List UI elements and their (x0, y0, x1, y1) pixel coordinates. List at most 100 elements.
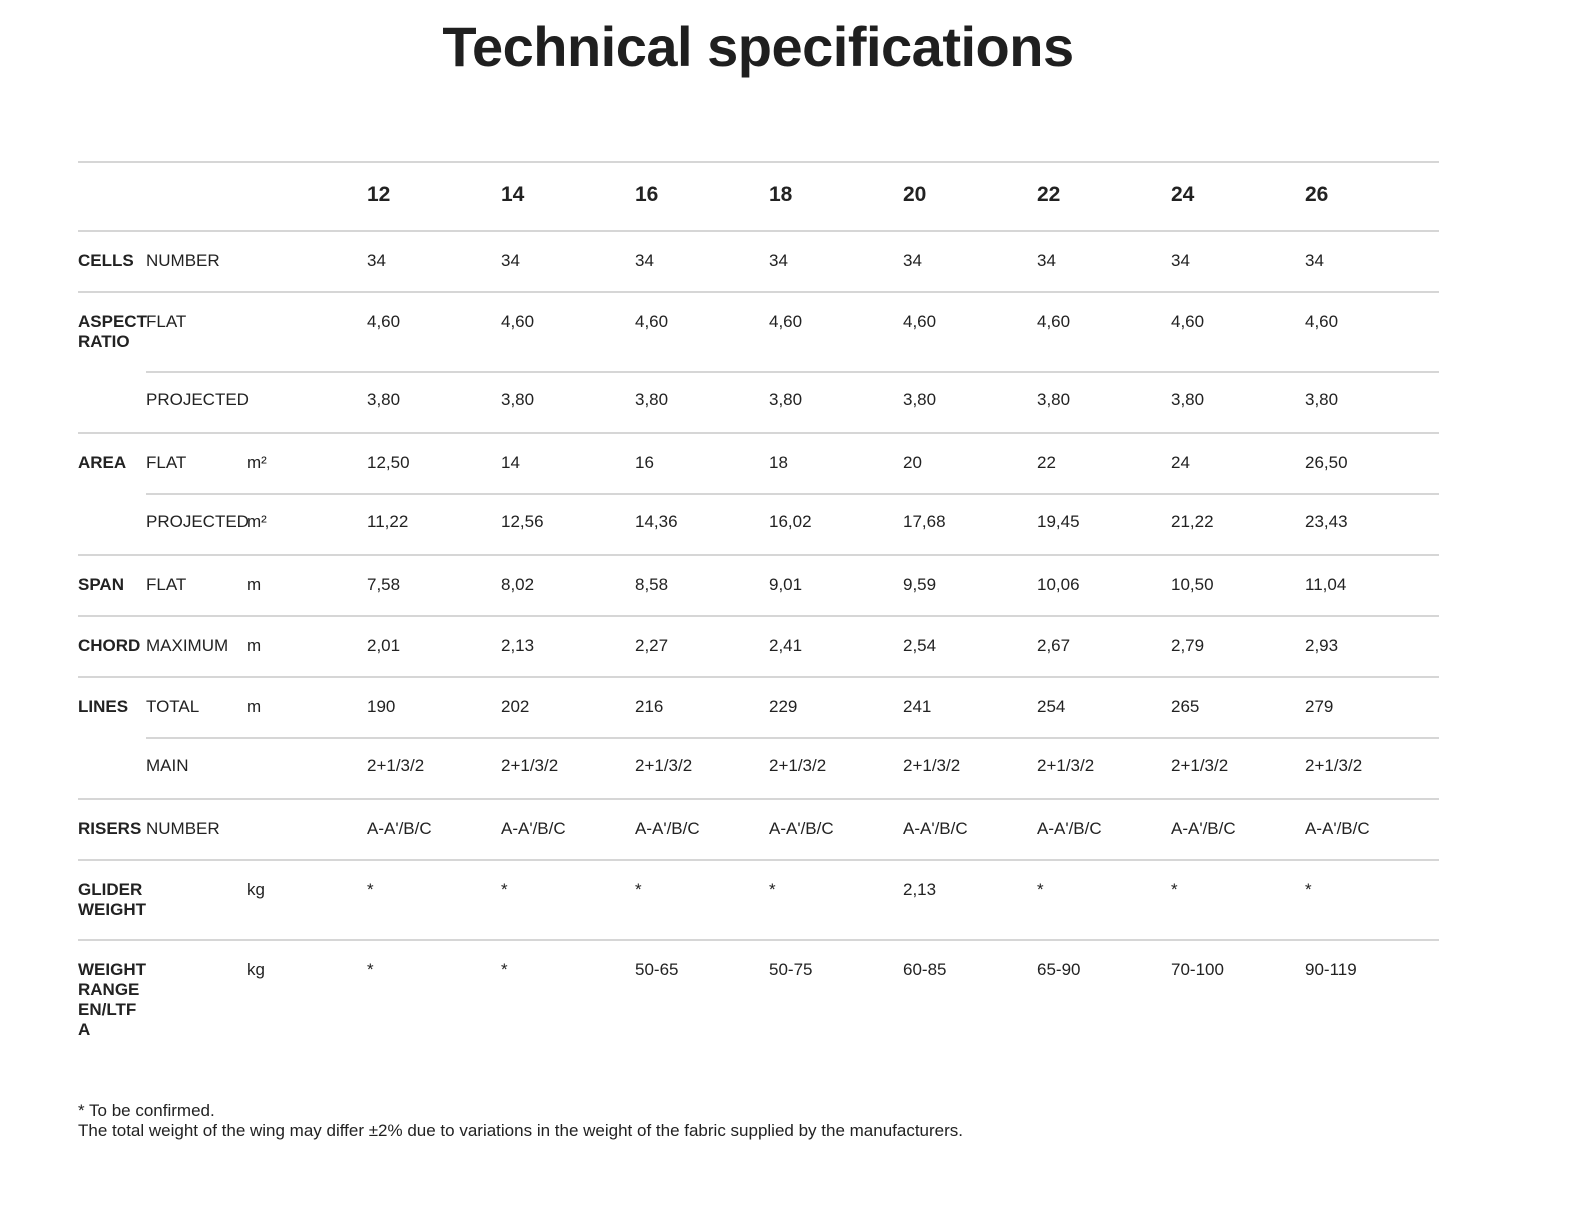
table-cell: A-A'/B/C (1037, 819, 1102, 838)
table-cell: 2+1/3/2 (1037, 756, 1095, 775)
row-sub-label: MAIN (146, 756, 189, 775)
table-cell: 2,93 (1305, 636, 1339, 655)
table-cell: 17,68 (903, 512, 946, 531)
table-cell: 50-65 (635, 960, 679, 979)
header-row: 12 14 16 18 20 22 24 26 (78, 161, 1439, 230)
table-cell: 3,80 (501, 390, 535, 409)
row-group-label: GLIDER WEIGHT (78, 880, 146, 919)
table-cell: 4,60 (1171, 312, 1205, 331)
table-cell: 3,80 (367, 390, 401, 409)
table-cell: 10,50 (1171, 575, 1214, 594)
table-row: CHORD MAXIMUM m 2,01 2,13 2,27 2,41 2,54 2,67 2,7… (78, 615, 1439, 676)
table-cell: 11,22 (367, 512, 409, 531)
table-cell: * (769, 880, 776, 899)
table-cell: 34 (635, 251, 654, 270)
table-cell: 21,22 (1171, 512, 1214, 531)
table-row: AREA FLAT m² 12,50 14 16 18 20 22 24 26,50 (78, 432, 1439, 493)
row-sub-label: PROJECTED (146, 390, 249, 409)
table-row: LINES TOTAL m 190 202 216 229 241 254 265 279 (78, 676, 1439, 737)
table-cell: 70-100 (1171, 960, 1224, 979)
table-cell: 2,13 (501, 636, 535, 655)
table-cell: A-A'/B/C (501, 819, 566, 838)
row-sub-label: MAXIMUM (146, 636, 229, 655)
size-header: 24 (1171, 183, 1195, 206)
table-cell: 11,04 (1305, 575, 1347, 594)
table-cell: 9,59 (903, 575, 937, 594)
table-cell: 2+1/3/2 (501, 756, 559, 775)
table-cell: * (1037, 880, 1044, 899)
table-cell: 229 (769, 697, 798, 716)
table-cell: A-A'/B/C (1171, 819, 1236, 838)
table-row: RISERS NUMBER A-A'/B/C A-A'/B/C A-A'/B/C A-A'… (78, 798, 1439, 859)
table-cell: 90-119 (1305, 960, 1357, 979)
table-cell: 3,80 (903, 390, 937, 409)
table-cell: 34 (367, 251, 386, 270)
table-row: CELLS NUMBER 34 34 34 34 34 34 34 34 (78, 230, 1439, 291)
row-sub-label: FLAT (146, 453, 187, 472)
table-row: WEIGHT RANGE EN/LTF A kg * * 50-65 50-75 60-85… (78, 939, 1439, 1039)
table-cell: 2,13 (903, 880, 937, 899)
table-cell: * (1171, 880, 1178, 899)
table-cell: 2,79 (1171, 636, 1205, 655)
table-row: ASPECT RATIO FLAT 4,60 4,60 4,60 4,60 4,60 4,60… (78, 291, 1439, 371)
table-cell: A-A'/B/C (903, 819, 968, 838)
row-unit: m (247, 636, 262, 655)
table-cell: 2+1/3/2 (903, 756, 961, 775)
table-cell: 24 (1171, 453, 1190, 472)
table-cell: 2,54 (903, 636, 937, 655)
size-header: 20 (903, 183, 927, 206)
table-cell: * (367, 880, 374, 899)
table-cell: 190 (367, 697, 396, 716)
table-cell: 3,80 (1037, 390, 1071, 409)
row-group-label: AREA (78, 453, 127, 472)
table-cell: 12,50 (367, 453, 410, 472)
table-cell: 2+1/3/2 (1305, 756, 1363, 775)
table-cell: 65-90 (1037, 960, 1081, 979)
row-sub-label: FLAT (146, 575, 187, 594)
table-cell: 2,67 (1037, 636, 1071, 655)
table-cell: 8,58 (635, 575, 669, 594)
table-cell: 16,02 (769, 512, 812, 531)
table-cell: 9,01 (769, 575, 803, 594)
table-cell: 3,80 (635, 390, 669, 409)
table-cell: 4,60 (635, 312, 669, 331)
table-cell: 22 (1037, 453, 1056, 472)
table-cell: 16 (635, 453, 654, 472)
table-cell: A-A'/B/C (367, 819, 432, 838)
table-cell: 4,60 (769, 312, 803, 331)
table-cell: 10,06 (1037, 575, 1080, 594)
table-cell: 3,80 (1305, 390, 1339, 409)
table-cell: 20 (903, 453, 922, 472)
row-unit: kg (247, 880, 265, 899)
row-sub-label: TOTAL (146, 697, 200, 716)
table-cell: 4,60 (367, 312, 401, 331)
table-cell: 23,43 (1305, 512, 1348, 531)
table-cell: 254 (1037, 697, 1066, 716)
row-group-label: CELLS (78, 251, 134, 270)
footnote-tbc: * To be confirmed. (78, 1101, 215, 1120)
table-cell: 14 (501, 453, 520, 472)
table-cell: 4,60 (501, 312, 535, 331)
table-cell: 3,80 (769, 390, 803, 409)
table-cell: 4,60 (903, 312, 937, 331)
table-cell: A-A'/B/C (1305, 819, 1370, 838)
table-cell: * (367, 960, 374, 979)
table-cell: 8,02 (501, 575, 535, 594)
table-cell: 202 (501, 697, 530, 716)
table-cell: 2+1/3/2 (367, 756, 425, 775)
row-sub-label: NUMBER (146, 251, 220, 270)
row-group-label: CHORD (78, 636, 141, 655)
table-cell: A-A'/B/C (635, 819, 700, 838)
table-row: PROJECTED 3,80 3,80 3,80 3,80 3,80 3,80 3,80 3,8… (78, 371, 1439, 432)
table-row: PROJECTED m² 11,22 12,56 14,36 16,02 17,68 19,4… (78, 493, 1439, 554)
table-cell: 50-75 (769, 960, 813, 979)
row-unit: kg (247, 960, 265, 979)
table-cell: 216 (635, 697, 664, 716)
row-group-label: LINES (78, 697, 129, 716)
table-cell: 14,36 (635, 512, 678, 531)
row-sub-label: NUMBER (146, 819, 220, 838)
table-cell: 34 (1305, 251, 1324, 270)
table-cell: 3,80 (1171, 390, 1205, 409)
size-header: 18 (769, 183, 793, 206)
table-cell: 18 (769, 453, 788, 472)
